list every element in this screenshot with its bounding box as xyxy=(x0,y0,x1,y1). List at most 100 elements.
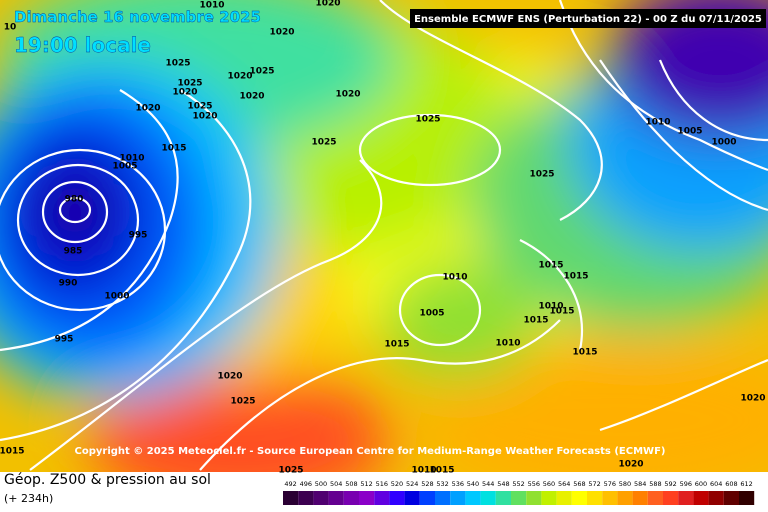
isobar-label: 1010 xyxy=(538,302,563,312)
isobar-label: 1020 xyxy=(335,90,360,100)
legend-swatch xyxy=(374,491,390,505)
legend-label: 540 xyxy=(467,480,479,488)
isobar-label: 1015 xyxy=(572,348,597,358)
legend-swatch xyxy=(693,491,709,505)
isobar-label: 1020 xyxy=(217,372,242,382)
legend-swatch xyxy=(283,491,299,505)
isobar-label: 1015 xyxy=(161,144,186,154)
isobar-label: 1015 xyxy=(429,466,454,476)
color-legend: 492 496 500 504 508 512 516 520 524 528 532 536 540 5… xyxy=(283,480,755,505)
isobar-label: 1020 xyxy=(172,88,197,98)
legend-label: 548 xyxy=(497,480,509,488)
legend-label: 572 xyxy=(588,480,600,488)
legend-swatch xyxy=(313,491,329,505)
isobar-label: 1005 xyxy=(112,162,137,172)
isobar-label: 1000 xyxy=(711,138,736,148)
legend-label: 504 xyxy=(330,480,342,488)
isobar-label: 1020 xyxy=(269,28,294,38)
isobars xyxy=(0,0,768,471)
copyright: Copyright © 2025 Meteociel.fr - Source E… xyxy=(75,446,666,457)
legend-swatch xyxy=(450,491,466,505)
legend-label: 496 xyxy=(300,480,312,488)
header-title: Ensemble ECMWF ENS (Perturbation 22) - 0… xyxy=(414,14,762,25)
isobar-label: 1025 xyxy=(311,138,336,148)
legend-label: 532 xyxy=(436,480,448,488)
isobar-label: 1025 xyxy=(230,397,255,407)
isobar-label: 1025 xyxy=(529,170,554,180)
isobar-label: 10 xyxy=(4,23,17,33)
legend-swatch xyxy=(328,491,344,505)
isobar-label: 1010 xyxy=(495,339,520,349)
isobar-label: 1025 xyxy=(177,79,202,89)
legend-label: 564 xyxy=(558,480,570,488)
legend-label: 580 xyxy=(619,480,631,488)
isobar-label: 1020 xyxy=(227,72,252,82)
isobar-label: 995 xyxy=(129,231,148,241)
isobar-label: 990 xyxy=(59,279,78,289)
legend-swatch xyxy=(298,491,314,505)
legend-swatch xyxy=(602,491,618,505)
legend-label: 560 xyxy=(543,480,555,488)
legend-swatch xyxy=(587,491,603,505)
isobar-label: 1010 xyxy=(199,1,224,11)
isobar-label: 1015 xyxy=(549,307,574,317)
legend-label: 576 xyxy=(604,480,616,488)
legend-label: 544 xyxy=(482,480,494,488)
legend-swatch xyxy=(663,491,679,505)
isobar-label: 1025 xyxy=(249,67,274,77)
legend-label: 608 xyxy=(725,480,737,488)
legend-swatch xyxy=(708,491,724,505)
legend-label: 552 xyxy=(512,480,524,488)
legend-swatch xyxy=(541,491,557,505)
legend-swatch xyxy=(526,491,542,505)
isobar-label: 1005 xyxy=(677,127,702,137)
legend-label: 492 xyxy=(284,480,296,488)
isobar-label: 1015 xyxy=(563,272,588,282)
legend-swatch xyxy=(511,491,527,505)
legend-swatch xyxy=(389,491,405,505)
legend-label: 500 xyxy=(315,480,327,488)
legend-swatch xyxy=(404,491,420,505)
legend-label: 556 xyxy=(528,480,540,488)
isobar-label: 1015 xyxy=(538,261,563,271)
isobar-label: 1000 xyxy=(104,292,129,302)
legend-label: 524 xyxy=(406,480,418,488)
legend-swatch xyxy=(343,491,359,505)
legend-label: 604 xyxy=(710,480,722,488)
legend-swatch xyxy=(465,491,481,505)
isobar-label: 995 xyxy=(55,335,74,345)
isobar-label: 1025 xyxy=(165,59,190,69)
isobar-label: 1025 xyxy=(278,466,303,476)
legend-label: 600 xyxy=(695,480,707,488)
isobar-label: 1010 xyxy=(442,273,467,283)
legend-label: 508 xyxy=(345,480,357,488)
legend-swatch xyxy=(647,491,663,505)
isobar-label: 1020 xyxy=(315,0,340,9)
legend-label: 612 xyxy=(740,480,752,488)
legend-swatch xyxy=(480,491,496,505)
footer-subtitle: (+ 234h) xyxy=(4,492,53,505)
legend-label: 596 xyxy=(680,480,692,488)
legend-label: 520 xyxy=(391,480,403,488)
legend-label: 568 xyxy=(573,480,585,488)
isobar-label: 1025 xyxy=(187,102,212,112)
isobar-label: 1020 xyxy=(740,394,765,404)
legend-label: 528 xyxy=(421,480,433,488)
legend-swatch xyxy=(571,491,587,505)
legend-swatch xyxy=(632,491,648,505)
isobar-label: 980 xyxy=(65,195,84,205)
isobar-label: 1015 xyxy=(523,316,548,326)
legend-swatch xyxy=(495,491,511,505)
isobar-label: 1020 xyxy=(135,104,160,114)
legend-label: 516 xyxy=(376,480,388,488)
legend-swatch xyxy=(723,491,739,505)
isobar-label: 1020 xyxy=(239,92,264,102)
isobar-label: 1020 xyxy=(618,460,643,470)
legend-label: 512 xyxy=(360,480,372,488)
time-label: 19:00 locale xyxy=(14,33,151,57)
header-box xyxy=(410,9,766,28)
legend-swatch xyxy=(739,491,755,505)
